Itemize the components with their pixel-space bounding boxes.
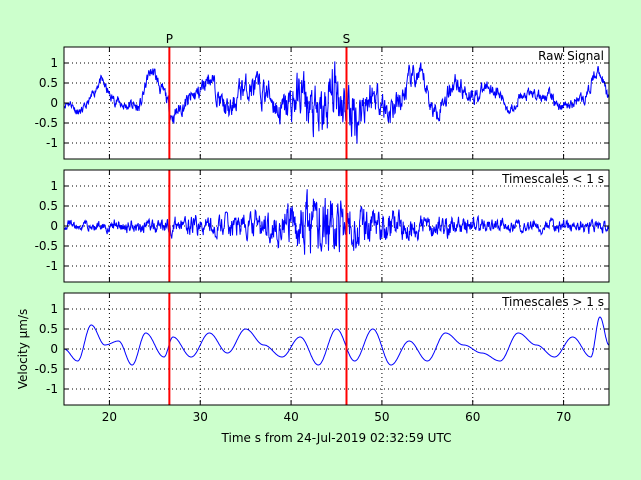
y-tick-label: 0.5 xyxy=(39,199,58,213)
y-tick-label: 0 xyxy=(50,342,58,356)
panel-3: -1 -0.5 0 0.5 1 Timescales > 1 s 20 30 40 50 60 70 xyxy=(35,292,610,424)
y-tick-label: 1 xyxy=(50,302,58,316)
y-tick-label: 1 xyxy=(50,179,58,193)
y-tick-label: 0.5 xyxy=(39,322,58,336)
axis-labels: Time s from 24-Jul-2019 02:32:59 UTC Vel… xyxy=(16,309,451,445)
x-tick-label: 60 xyxy=(465,410,480,424)
pick-label-s: S xyxy=(343,32,351,46)
y-tick-label: -0.5 xyxy=(35,239,58,253)
panels: -1 -0.5 0 0.5 1 Raw Signal P S -1 -0.5 0 0.5 1 Timesc… xyxy=(35,32,610,424)
x-axis-label: Time s from 24-Jul-2019 02:32:59 UTC xyxy=(221,431,452,445)
panel-2: -1 -0.5 0 0.5 1 Timescales < 1 s xyxy=(35,169,610,283)
y-tick-label: -0.5 xyxy=(35,116,58,130)
y-tick-label: 0 xyxy=(50,96,58,110)
y-tick-label: 0.5 xyxy=(39,76,58,90)
y-tick-label: -1 xyxy=(46,382,58,396)
y-tick-label: -1 xyxy=(46,136,58,150)
signal-trace xyxy=(63,61,610,144)
x-tick-label: 40 xyxy=(283,410,298,424)
y-tick-label: 1 xyxy=(50,56,58,70)
y-tick-label: -0.5 xyxy=(35,362,58,376)
x-tick-label: 20 xyxy=(102,410,117,424)
x-tick-label: 30 xyxy=(193,410,208,424)
x-tick-label: 50 xyxy=(374,410,389,424)
panel-title: Timescales > 1 s xyxy=(501,295,604,309)
panel-title: Raw Signal xyxy=(538,49,604,63)
x-tick-label: 70 xyxy=(556,410,571,424)
y-tick-label: -1 xyxy=(46,259,58,273)
pick-label-p: P xyxy=(166,32,173,46)
signal-trace xyxy=(63,189,610,255)
panel-1: -1 -0.5 0 0.5 1 Raw Signal P S xyxy=(35,32,610,160)
y-tick-label: 0 xyxy=(50,219,58,233)
panel-title: Timescales < 1 s xyxy=(501,172,604,186)
y-axis-label: Velocity µm/s xyxy=(16,309,30,390)
signal-trace xyxy=(64,316,610,366)
